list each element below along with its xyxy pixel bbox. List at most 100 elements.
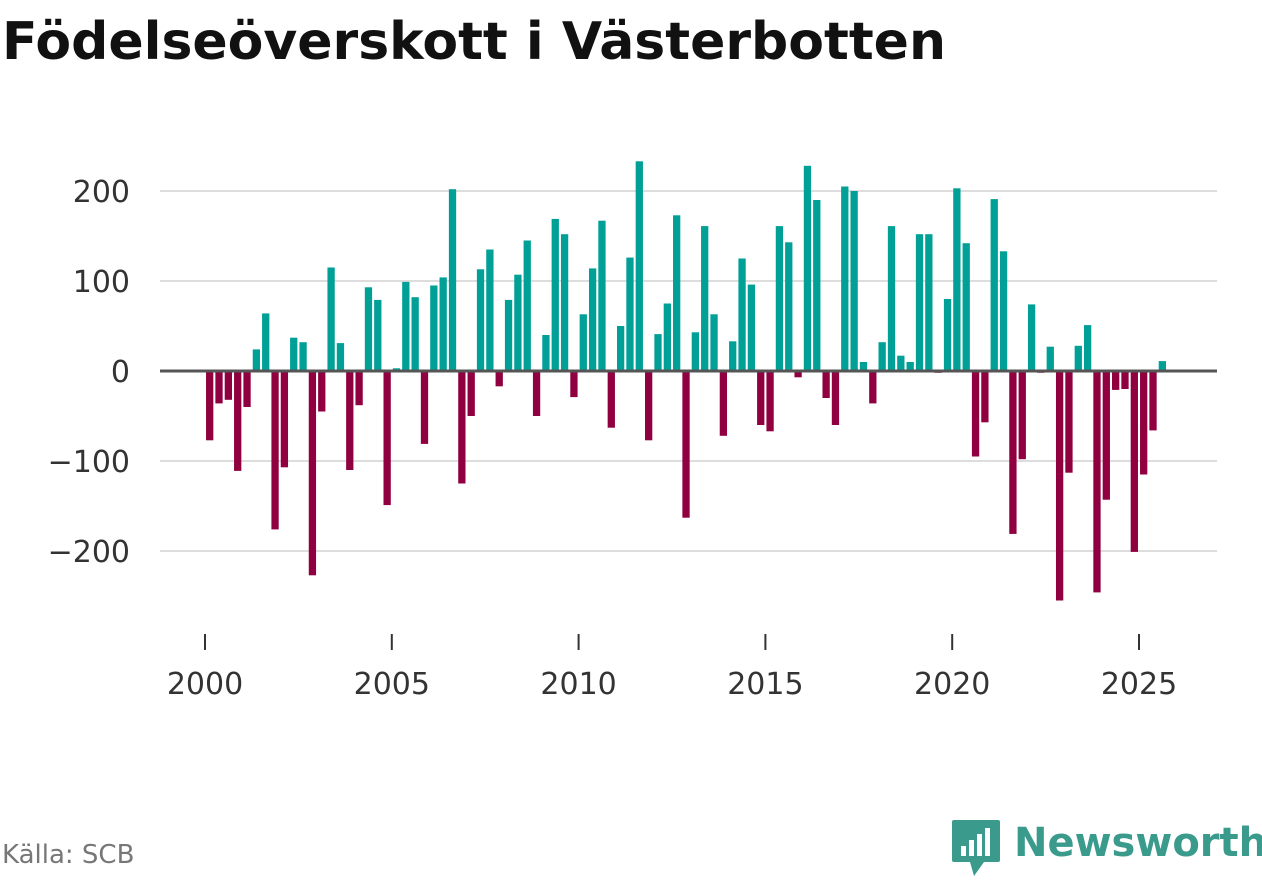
bar-q9[interactable] (280, 371, 289, 468)
bar-q97[interactable] (1102, 371, 1110, 500)
bar-q93[interactable] (1065, 371, 1073, 473)
bar-q63[interactable] (785, 242, 793, 371)
bar-q11[interactable] (299, 342, 307, 371)
bar-q37[interactable] (542, 335, 550, 371)
bar-q2[interactable] (215, 371, 223, 404)
bar-q65[interactable] (803, 165, 812, 371)
bar-q1[interactable] (206, 371, 214, 441)
bar-q88[interactable] (1018, 371, 1026, 460)
bar-q99[interactable] (1121, 371, 1129, 389)
bar-q6[interactable] (252, 349, 261, 371)
bar-q62[interactable] (775, 226, 784, 371)
bar-q78[interactable] (925, 234, 933, 371)
bar-q43[interactable] (598, 220, 606, 371)
bar-q33[interactable] (504, 299, 513, 371)
bar-q50[interactable] (663, 303, 671, 372)
bar-q94[interactable] (1074, 345, 1082, 371)
bar-q72[interactable] (869, 371, 877, 404)
bar-q17[interactable] (355, 371, 363, 406)
bar-q23[interactable] (411, 297, 419, 371)
bar-q30[interactable] (476, 269, 485, 371)
bar-q96[interactable] (1093, 371, 1101, 593)
bar-q22[interactable] (402, 281, 410, 371)
bar-q102[interactable] (1149, 371, 1157, 431)
bar-q89[interactable] (1027, 304, 1036, 371)
bar-q98[interactable] (1112, 371, 1120, 390)
bar-q35[interactable] (523, 240, 531, 372)
bar-q69[interactable] (841, 186, 849, 372)
bar-q80[interactable] (943, 299, 952, 371)
bar-q68[interactable] (831, 371, 840, 425)
bar-q14[interactable] (327, 267, 335, 372)
bar-q44[interactable] (607, 371, 615, 428)
bar-q103[interactable] (1158, 361, 1166, 371)
bar-q92[interactable] (1055, 371, 1064, 601)
bar-q52[interactable] (682, 371, 690, 518)
bar-q84[interactable] (981, 371, 989, 423)
bar-q87[interactable] (1009, 371, 1017, 534)
bar-q24[interactable] (420, 371, 429, 444)
bar-q29[interactable] (467, 371, 475, 416)
bar-q16[interactable] (346, 371, 354, 470)
bar-q75[interactable] (897, 355, 905, 371)
bar-q82[interactable] (962, 243, 970, 371)
bar-q45[interactable] (616, 326, 625, 371)
bar-q61[interactable] (766, 371, 774, 432)
bar-q100[interactable] (1130, 371, 1138, 552)
bar-q70[interactable] (850, 191, 858, 371)
bar-q76[interactable] (906, 362, 914, 371)
newsworthy-logo[interactable]: Newsworthy (950, 818, 1262, 880)
bar-q8[interactable] (271, 371, 279, 530)
bar-q12[interactable] (308, 371, 317, 576)
bar-q83[interactable] (971, 371, 980, 457)
bar-q7[interactable] (262, 313, 270, 371)
bar-q55[interactable] (710, 314, 718, 371)
bar-q38[interactable] (551, 218, 559, 371)
bar-q46[interactable] (626, 257, 634, 371)
bar-q48[interactable] (645, 371, 653, 441)
bar-q3[interactable] (224, 371, 232, 400)
bar-q77[interactable] (915, 234, 924, 371)
bar-q28[interactable] (458, 371, 466, 484)
bar-q53[interactable] (691, 332, 699, 371)
bar-q41[interactable] (579, 314, 587, 371)
bar-q86[interactable] (999, 251, 1008, 371)
bar-q20[interactable] (383, 371, 391, 506)
bar-q60[interactable] (757, 371, 765, 425)
bar-q39[interactable] (560, 234, 569, 371)
bar-q67[interactable] (822, 371, 830, 398)
bar-q32[interactable] (495, 371, 503, 387)
bar-q57[interactable] (729, 341, 737, 371)
bar-q85[interactable] (990, 199, 998, 371)
bar-q54[interactable] (701, 226, 709, 371)
bar-q91[interactable] (1046, 346, 1054, 371)
bar-q51[interactable] (673, 215, 681, 371)
bar-q66[interactable] (813, 200, 821, 371)
bar-q95[interactable] (1083, 325, 1092, 371)
bar-q59[interactable] (747, 284, 756, 371)
bar-q25[interactable] (430, 285, 438, 372)
bar-q4[interactable] (234, 371, 242, 471)
bar-q64[interactable] (794, 371, 802, 378)
bar-q13[interactable] (318, 371, 326, 412)
bar-q27[interactable] (448, 189, 457, 371)
bar-q58[interactable] (738, 258, 746, 372)
bar-q26[interactable] (439, 277, 447, 371)
bar-q71[interactable] (859, 362, 868, 371)
bar-q47[interactable] (635, 161, 643, 371)
bar-q18[interactable] (364, 287, 373, 371)
bar-q49[interactable] (654, 334, 662, 371)
bar-q56[interactable] (719, 371, 728, 436)
bar-q101[interactable] (1140, 371, 1148, 475)
bar-q40[interactable] (570, 371, 578, 398)
bar-q15[interactable] (336, 343, 345, 371)
bar-q5[interactable] (243, 371, 251, 407)
bar-q74[interactable] (887, 226, 896, 371)
bar-q81[interactable] (953, 188, 961, 371)
bar-q10[interactable] (290, 337, 298, 371)
bar-q42[interactable] (588, 268, 597, 371)
bar-q36[interactable] (532, 371, 541, 416)
bar-q73[interactable] (878, 342, 886, 371)
bar-q34[interactable] (514, 274, 522, 371)
bar-q19[interactable] (374, 299, 382, 371)
